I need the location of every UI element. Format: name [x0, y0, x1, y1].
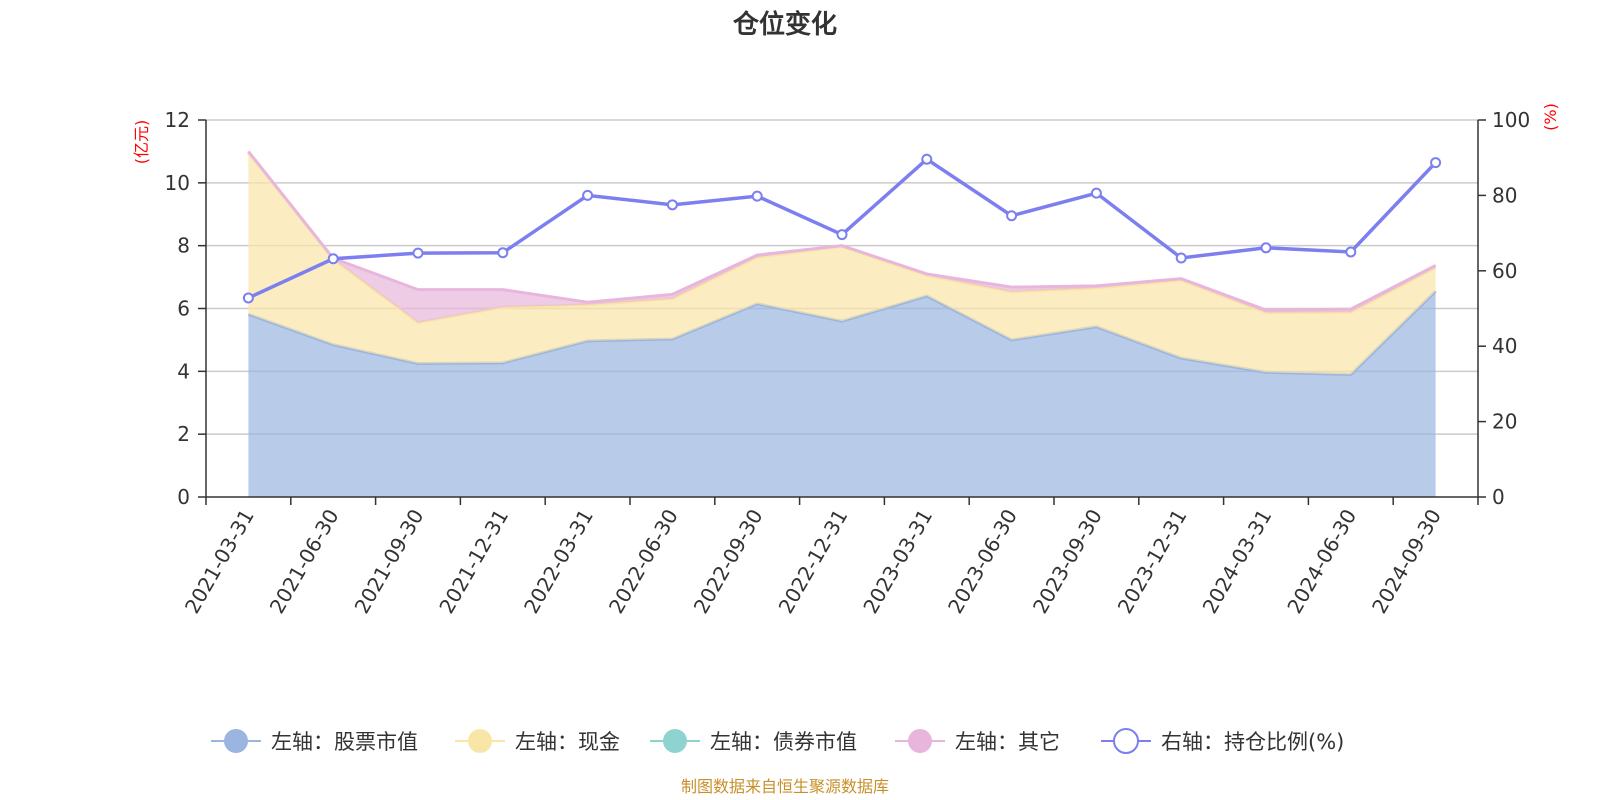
right-tick-label: 60 [1492, 259, 1517, 283]
legend-label: 左轴：其它 [955, 730, 1060, 754]
left-tick-label: 6 [177, 297, 190, 321]
x-tick-label: 2023-12-31 [1113, 505, 1192, 618]
line-point [666, 199, 678, 211]
line-point [1430, 157, 1442, 169]
right-axis-unit: (%) [1541, 103, 1560, 131]
legend-label: 左轴：股票市值 [271, 730, 418, 754]
legend-marker [1113, 728, 1139, 754]
left-tick-label: 10 [165, 171, 190, 195]
x-tick-label: 2023-03-31 [858, 505, 937, 618]
x-tick-label: 2021-03-31 [180, 505, 259, 618]
legend-item[interactable]: 右轴：持仓比例(%) [1101, 728, 1344, 754]
legend-item[interactable]: 左轴：股票市值 [211, 729, 418, 754]
x-tick-label: 2021-06-30 [265, 505, 344, 618]
line-point [582, 189, 594, 201]
x-tick-label: 2024-03-31 [1197, 505, 1276, 618]
x-tick-label: 2022-09-30 [689, 505, 768, 618]
x-tick-label: 2022-06-30 [604, 505, 683, 618]
line-point [1345, 246, 1357, 258]
legend-label: 左轴：债券市值 [710, 730, 857, 754]
right-tick-label: 40 [1492, 334, 1517, 358]
line-point [412, 247, 424, 259]
stacked-areas [247, 150, 1437, 497]
x-tick-label: 2024-09-30 [1367, 505, 1446, 618]
x-tick-label: 2024-06-30 [1282, 505, 1361, 618]
chart-title: 仓位变化 [732, 9, 837, 40]
left-tick-label: 4 [177, 359, 190, 383]
legend-label: 右轴：持仓比例(%) [1161, 730, 1344, 754]
line-point [836, 229, 848, 241]
left-tick-label: 12 [165, 108, 190, 132]
line-point [751, 190, 763, 202]
x-tick-label: 2023-09-30 [1028, 505, 1107, 618]
line-point [921, 153, 933, 165]
legend-marker [468, 729, 492, 753]
line-point [1090, 187, 1102, 199]
left-tick-label: 0 [177, 485, 190, 509]
legend-item[interactable]: 左轴：现金 [455, 729, 620, 754]
x-tick-label: 2022-03-31 [519, 505, 598, 618]
line-point [1006, 210, 1018, 222]
right-tick-label: 80 [1492, 183, 1517, 207]
x-tick-label: 2023-06-30 [943, 505, 1022, 618]
line-point [1175, 252, 1187, 264]
x-tick-label: 2021-09-30 [349, 505, 428, 618]
ratio-line [242, 153, 1442, 304]
x-tick-label: 2022-12-31 [773, 505, 852, 618]
line-point [497, 247, 509, 259]
right-tick-label: 100 [1492, 108, 1530, 132]
legend-marker [224, 729, 248, 753]
legend-item[interactable]: 左轴：债券市值 [650, 729, 857, 754]
area-edge-左轴：其它 [247, 150, 1437, 312]
legend-item[interactable]: 左轴：其它 [895, 729, 1060, 754]
line-point [1260, 242, 1272, 254]
legend-marker [908, 729, 932, 753]
footer-source: 制图数据来自恒生聚源数据库 [681, 777, 889, 796]
right-tick-label: 0 [1492, 485, 1505, 509]
x-tick-label: 2021-12-31 [434, 505, 513, 618]
left-tick-label: 2 [177, 422, 190, 446]
legend-label: 左轴：现金 [515, 730, 620, 754]
legend-marker [663, 729, 687, 753]
line-point [242, 292, 254, 304]
right-tick-label: 20 [1492, 410, 1517, 434]
line-point [327, 253, 339, 265]
area-左轴：现金 [248, 152, 1436, 375]
left-axis-unit: (亿元) [132, 120, 151, 165]
left-tick-label: 8 [177, 234, 190, 258]
legend: 左轴：股票市值 左轴：现金 左轴：债券市值 左轴：其它 右轴：持仓比例(%) [211, 728, 1344, 754]
